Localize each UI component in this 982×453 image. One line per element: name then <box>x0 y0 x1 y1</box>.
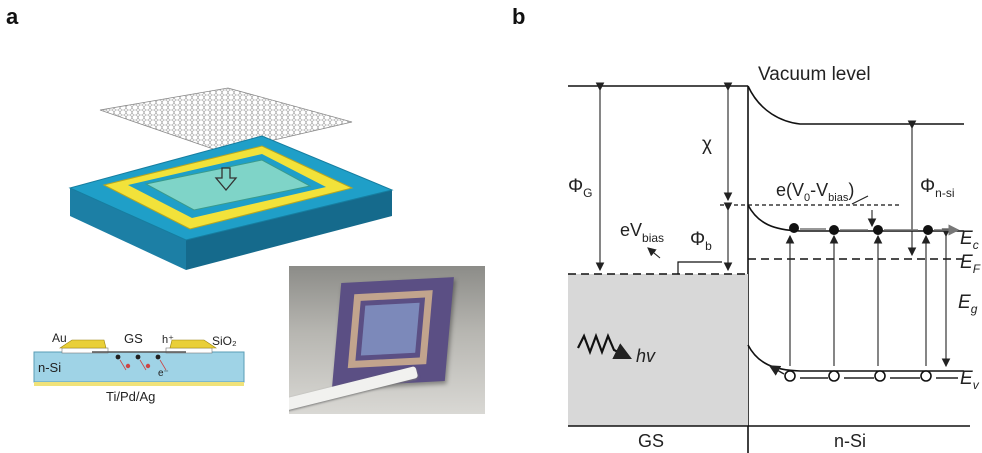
au-right <box>169 339 217 349</box>
device-3d <box>68 135 394 270</box>
phi-nsi-label: Φn-si <box>920 176 955 200</box>
vacuum-level-si <box>747 85 964 125</box>
eg-label: Eg <box>958 292 978 316</box>
panel-label-b: b <box>512 4 526 29</box>
chi-label: χ <box>702 134 712 155</box>
electron-label: e⁻ <box>158 368 169 379</box>
gs-block <box>568 274 748 426</box>
cross-section: Au GS h⁺ SiO₂ n-Si e⁻ Ti/Pd/Ag <box>33 331 245 404</box>
back-contact <box>34 382 244 386</box>
photon-icon <box>577 332 632 359</box>
n-si-label: n-Si <box>38 360 61 375</box>
gs-label: GS <box>124 331 143 346</box>
chip-active-area <box>360 302 420 356</box>
substrate-left-side <box>70 188 186 270</box>
ev-bias-pointer <box>647 247 661 259</box>
delta-v-label: e(V0-Vbias) <box>776 180 854 204</box>
bias-step <box>677 261 722 274</box>
phi-g-label: ΦG <box>568 176 593 200</box>
phi-b-label: Φb <box>690 229 712 253</box>
conduction-band <box>747 204 964 232</box>
ef-label: EF <box>960 252 981 276</box>
contact-label: Ti/Pd/Ag <box>106 389 155 404</box>
ev-label: Ev <box>960 368 980 392</box>
au-left <box>59 339 107 349</box>
vacuum-level-label: Vacuum level <box>758 64 871 85</box>
hole-label: h⁺ <box>162 334 174 346</box>
gs-axis-label: GS <box>638 431 664 451</box>
hv-label: hv <box>636 346 656 366</box>
substrate-front-side <box>186 190 392 270</box>
n-si-axis-label: n-Si <box>834 431 866 451</box>
ev-bias-label: eVbias <box>620 220 664 245</box>
graphene-sheet <box>99 87 353 153</box>
au-label: Au <box>52 331 67 345</box>
dimension-arrows <box>595 82 951 368</box>
valence-band <box>747 344 964 372</box>
electrons <box>789 223 958 235</box>
holes <box>770 366 958 382</box>
assembly-arrow-icon <box>214 167 238 192</box>
panel-label-a: a <box>6 4 19 29</box>
delta-v-pointer <box>851 195 869 205</box>
ec-label: Ec <box>960 228 979 252</box>
carriers <box>115 354 167 371</box>
sio2-label: SiO₂ <box>212 334 237 348</box>
device-photo <box>289 266 485 414</box>
band-diagram <box>568 85 970 453</box>
